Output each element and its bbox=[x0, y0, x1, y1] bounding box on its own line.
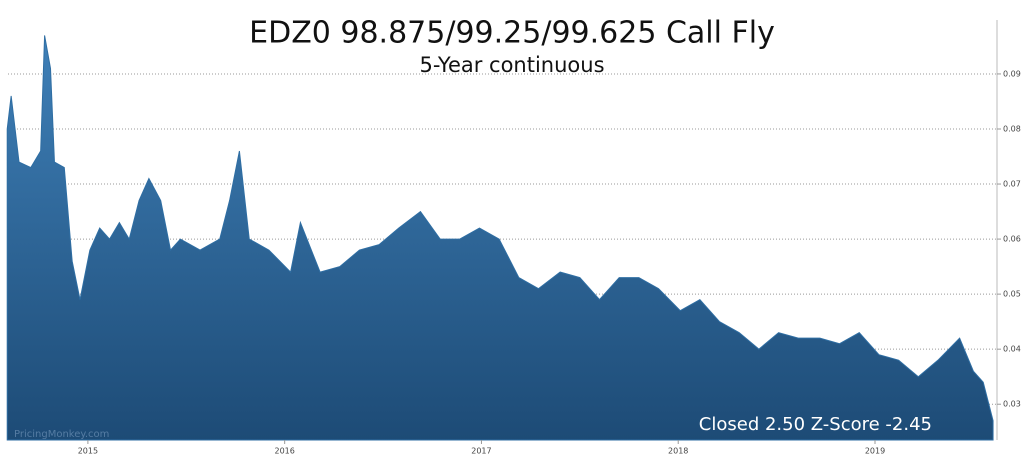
y-tick-label: 0.07 bbox=[1003, 180, 1021, 189]
area bbox=[6, 35, 994, 441]
annotation: Closed 2.50 Z-Score -2.45 bbox=[699, 414, 932, 435]
x-tick-label: 2019 bbox=[865, 447, 885, 456]
chart-title: EDZ0 98.875/99.25/99.625 Call Fly bbox=[249, 16, 775, 51]
y-tick-label: 0.08 bbox=[1003, 124, 1021, 133]
x-tick-label: 2017 bbox=[471, 447, 491, 456]
y-tick-label: 0.09 bbox=[1003, 69, 1021, 78]
x-tick-label: 2016 bbox=[274, 447, 294, 456]
y-tick-label: 0.05 bbox=[1003, 290, 1021, 299]
x-tick-label: 2015 bbox=[78, 447, 98, 456]
x-tick-label: 2018 bbox=[668, 447, 688, 456]
chart-subtitle: 5-Year continuous bbox=[419, 53, 604, 77]
y-tick-label: 0.03 bbox=[1003, 400, 1021, 409]
y-tick-label: 0.04 bbox=[1003, 345, 1021, 354]
watermark: PricingMonkey.com bbox=[14, 429, 109, 440]
y-tick-label: 0.06 bbox=[1003, 235, 1021, 244]
